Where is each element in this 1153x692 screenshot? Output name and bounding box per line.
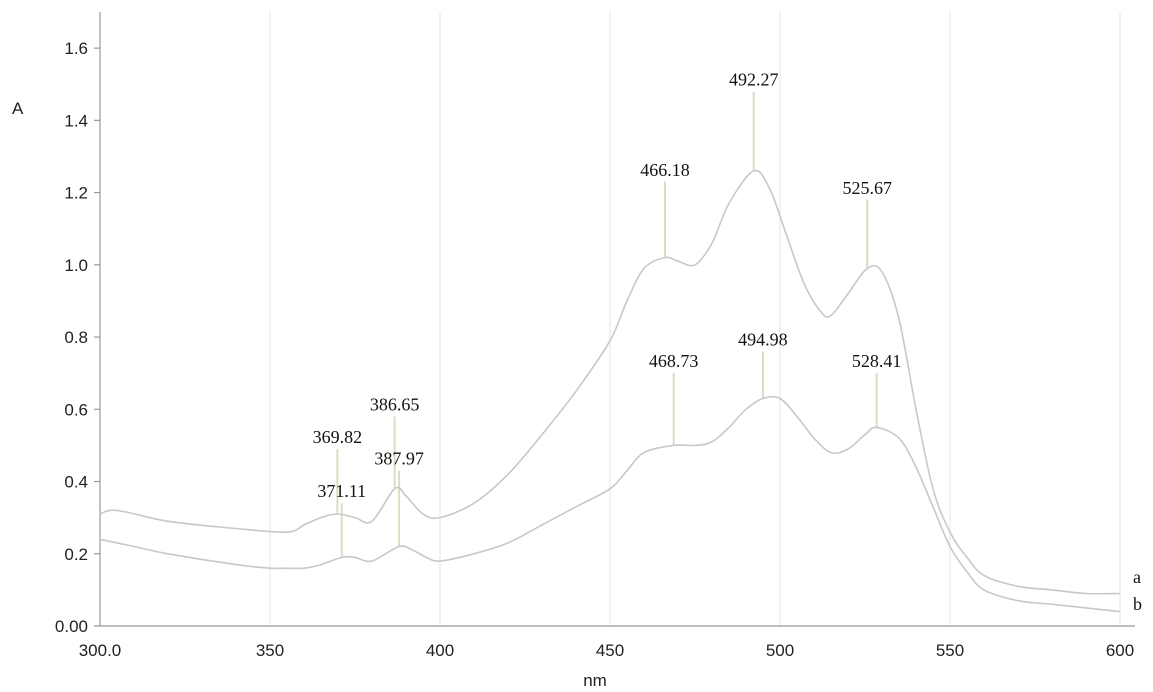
y-tick-label-0.6: 0.6	[64, 400, 88, 419]
x-tick-label-300.0: 300.0	[79, 641, 122, 660]
x-tick-label-350: 350	[256, 641, 284, 660]
x-axis-label: nm	[583, 671, 607, 690]
peak-label-386.65: 386.65	[370, 395, 420, 415]
peak-label-494.98: 494.98	[738, 330, 788, 350]
y-axis-label: A	[12, 99, 24, 118]
peak-label-492.27: 492.27	[729, 69, 779, 89]
series-label-b: b	[1133, 594, 1142, 614]
peak-label-466.18: 466.18	[640, 160, 690, 180]
peak-label-387.97: 387.97	[374, 449, 424, 469]
peak-label-525.67: 525.67	[843, 178, 893, 198]
curves-layer	[99, 169, 1121, 613]
x-tick-label-450: 450	[596, 641, 624, 660]
series-curve-b	[99, 395, 1121, 613]
x-tick-label-500: 500	[766, 641, 794, 660]
x-tick-label-600: 600	[1106, 641, 1134, 660]
labels-layer: 492.27 466.18 525.67 386.65 369.82 494.98 468.…	[313, 69, 1142, 614]
peak-lines-layer	[336, 91, 878, 558]
y-tick-label-0.4: 0.4	[64, 473, 88, 492]
grid-layer	[269, 12, 1121, 626]
series-curve-a	[99, 169, 1121, 595]
y-tick-label-1.6: 1.6	[64, 39, 88, 58]
y-tick-label-0.00: 0.00	[55, 617, 88, 636]
peak-label-369.82: 369.82	[313, 427, 363, 447]
x-tick-label-400: 400	[426, 641, 454, 660]
y-tick-label-0.2: 0.2	[64, 545, 88, 564]
y-tick-label-1.0: 1.0	[64, 256, 88, 275]
y-tick-label-1.4: 1.4	[64, 111, 88, 130]
peak-label-371.11: 371.11	[317, 481, 366, 501]
series-label-a: a	[1133, 567, 1141, 587]
peak-label-468.73: 468.73	[649, 351, 699, 371]
peak-label-528.41: 528.41	[852, 351, 902, 371]
y-tick-label-0.8: 0.8	[64, 328, 88, 347]
x-tick-label-550: 550	[936, 641, 964, 660]
y-tick-label-1.2: 1.2	[64, 184, 88, 203]
axes-layer: 300.0 350 400 450 500 550 600 0.00 0.2 0.4 0.6 0.8 1…	[55, 12, 1135, 660]
